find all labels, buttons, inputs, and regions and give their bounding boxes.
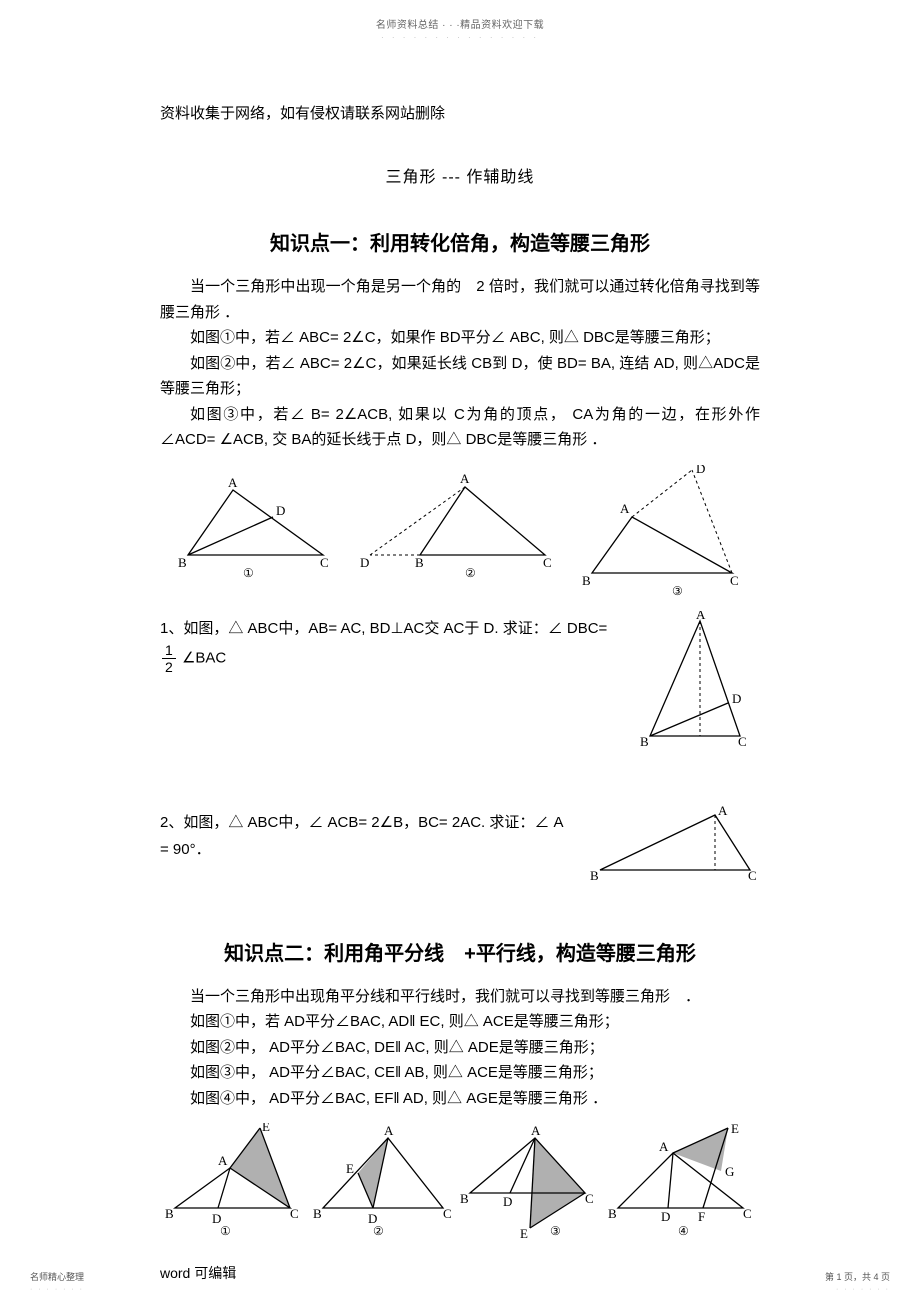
label-D: D (360, 555, 369, 570)
label-C: C (738, 734, 747, 749)
problem-1-figure: A B C D (630, 611, 760, 755)
footer-left-text: 名师精心整理 (30, 1270, 84, 1283)
label-C: C (543, 555, 552, 570)
label-A: A (460, 471, 470, 486)
label-A: A (696, 611, 706, 622)
label-B: B (590, 868, 599, 883)
section-2-para-2: 如图②中， AD平分∠BAC, DE‖ AC, 则△ ADE是等腰三角形； (190, 1035, 760, 1061)
problem-1-prefix: 1、如图，△ ABC中，AB= AC, BD⊥AC交 AC于 D. 求证：∠ D… (160, 620, 607, 637)
figure-2-1: A B C D E ① (160, 1123, 308, 1243)
problem-2-figure: A B C (590, 805, 760, 889)
label-E: E (520, 1226, 528, 1241)
page-body: 资料收集于网络，如有侵权请联系网站删除 三角形 --- 作辅助线 知识点一：利用… (0, 42, 920, 1283)
label-G: G (725, 1164, 734, 1179)
label-B: B (165, 1206, 174, 1221)
word-editable-note: word 可编辑 (160, 1263, 760, 1283)
problem-1-row: 1、如图，△ ABC中，AB= AC, BD⊥AC交 AC于 D. 求证：∠ D… (160, 611, 760, 755)
section-1-para-1: 当一个三角形中出现一个角是另一个角的 2 倍时，我们就可以通过转化倍角寻找到等腰… (160, 274, 760, 325)
label-A: A (384, 1123, 394, 1138)
circle-num-1: ① (220, 1224, 231, 1238)
footer-right-text: 第 1 页，共 4 页 (825, 1270, 890, 1283)
label-C: C (743, 1206, 752, 1221)
copyright-notice: 资料收集于网络，如有侵权请联系网站删除 (160, 102, 760, 123)
section-1-para-2: 如图①中，若∠ ABC= 2∠C，如果作 BD平分∠ ABC, 则△ DBC是等… (160, 325, 760, 351)
circle-num-4: ④ (678, 1224, 689, 1238)
section-2-title: 知识点二：利用角平分线 +平行线，构造等腰三角形 (160, 937, 760, 966)
label-C: C (748, 868, 757, 883)
label-B: B (582, 573, 591, 588)
problem-1-suffix: ∠BAC (182, 649, 226, 666)
section-2-para-0: 当一个三角形中出现角平分线和平行线时，我们就可以寻找到等腰三角形 ． (190, 984, 760, 1010)
label-D: D (276, 503, 285, 518)
problem-2-text: 2、如图，△ ABC中，∠ ACB= 2∠B，BC= 2AC. 求证：∠ A =… (160, 809, 570, 863)
label-C: C (290, 1206, 299, 1221)
problem-1-text: 1、如图，△ ABC中，AB= AC, BD⊥AC交 AC于 D. 求证：∠ D… (160, 615, 610, 675)
document-title: 三角形 --- 作辅助线 (160, 163, 760, 187)
footer-dots-right: · · · · · · · (836, 1286, 890, 1293)
circle-num-1: ① (243, 566, 254, 580)
label-E: E (346, 1161, 354, 1176)
label-D: D (661, 1209, 670, 1224)
section-1-para-4: 如图③中，若∠ B= 2∠ACB, 如果以 C为角的顶点， CA为角的一边，在形… (160, 402, 760, 453)
circle-num-2: ② (373, 1224, 384, 1238)
label-C: C (730, 573, 739, 588)
footer-dots-left: · · · · · · · (30, 1286, 84, 1293)
circle-num-3: ③ (672, 584, 683, 598)
section-1-para-3: 如图②中，若∠ ABC= 2∠C，如果延长线 CB到 D，使 BD= BA, 连… (160, 351, 760, 402)
label-B: B (608, 1206, 617, 1221)
fraction-1-2: 1 2 (160, 642, 178, 675)
figure-1-2: A B C D ② (355, 465, 555, 585)
label-E: E (731, 1123, 739, 1136)
label-A: A (531, 1123, 541, 1138)
label-D: D (503, 1194, 512, 1209)
label-B: B (460, 1191, 469, 1206)
circle-num-3: ③ (550, 1224, 561, 1238)
fraction-numerator: 1 (162, 642, 176, 659)
section-2-para-3: 如图③中， AD平分∠BAC, CE‖ AB, 则△ ACE是等腰三角形； (190, 1060, 760, 1086)
circle-num-2: ② (465, 566, 476, 580)
label-B: B (640, 734, 649, 749)
label-A: A (718, 805, 728, 818)
label-B: B (178, 555, 187, 570)
label-A: A (228, 475, 238, 490)
label-A: A (659, 1139, 669, 1154)
figure-2-2: A B C D E ② (308, 1123, 456, 1243)
label-C: C (320, 555, 329, 570)
figure-2-3: A B C D E ③ (455, 1123, 603, 1243)
label-C: C (585, 1191, 594, 1206)
label-D: D (696, 465, 705, 476)
label-C: C (443, 1206, 452, 1221)
figure-row-2: A B C D E ① A B C D E ② A B (160, 1123, 760, 1243)
section-1-title: 知识点一：利用转化倍角，构造等腰三角形 (160, 227, 760, 256)
page-header-dots: · · · · · · · · · · · · · · · (0, 33, 920, 42)
fraction-denominator: 2 (162, 659, 176, 675)
figure-row-1: A B C D ① A B C D ② A B C D ③ (160, 465, 760, 605)
figure-1-3: A B C D ③ (572, 465, 752, 605)
section-2-para-4: 如图④中， AD平分∠BAC, EF‖ AD, 则△ AGE是等腰三角形 ． (190, 1086, 760, 1112)
label-B: B (313, 1206, 322, 1221)
problem-2-row: 2、如图，△ ABC中，∠ ACB= 2∠B，BC= 2AC. 求证：∠ A =… (160, 805, 760, 889)
label-A: A (218, 1153, 228, 1168)
figure-1-1: A B C D ① (168, 465, 338, 585)
label-E: E (262, 1123, 270, 1134)
section-2-para-1: 如图①中，若 AD平分∠BAC, AD‖ EC, 则△ ACE是等腰三角形； (190, 1009, 760, 1035)
content-column: 资料收集于网络，如有侵权请联系网站删除 三角形 --- 作辅助线 知识点一：利用… (160, 102, 760, 1283)
label-D: D (732, 691, 741, 706)
page-header-text: 名师资料总结 · · ·精品资料欢迎下载 (0, 0, 920, 31)
label-F: F (698, 1209, 705, 1224)
label-B: B (415, 555, 424, 570)
label-A: A (620, 501, 630, 516)
figure-2-4: A B C D E F G ④ (603, 1123, 760, 1243)
